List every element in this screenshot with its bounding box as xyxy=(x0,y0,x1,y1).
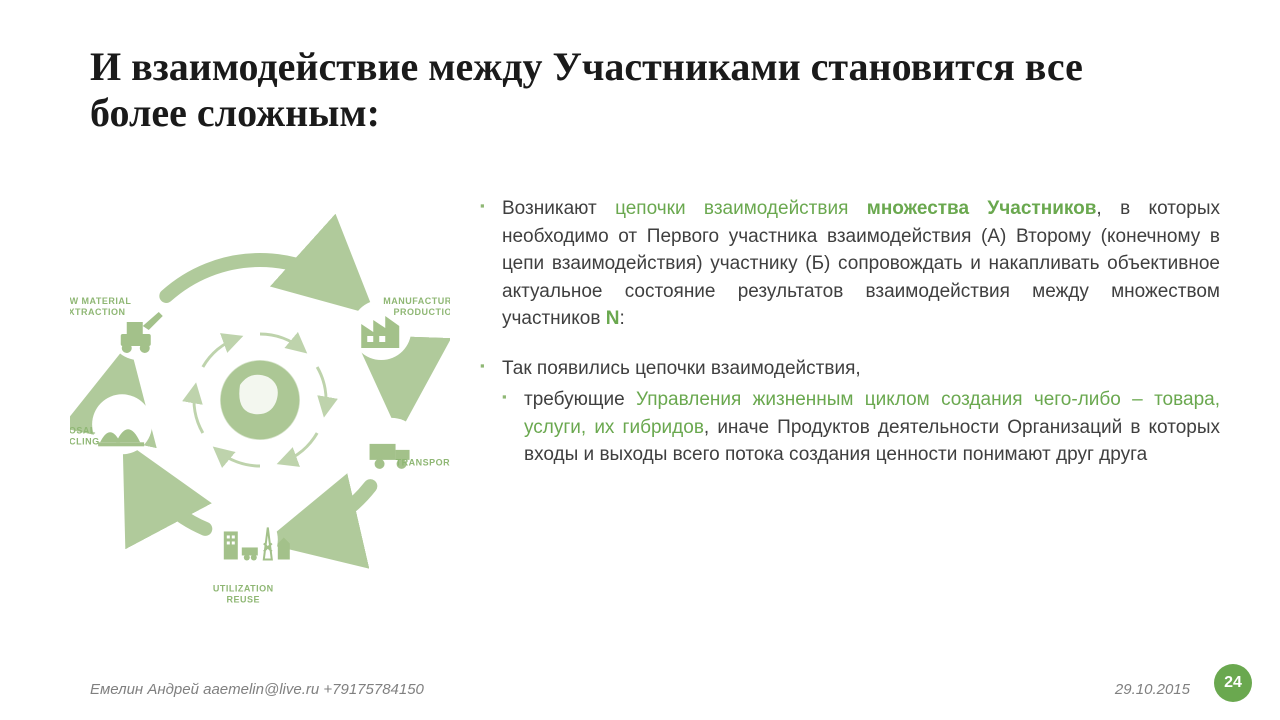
svg-text:RAW MATERIALEXTRACTION: RAW MATERIALEXTRACTION xyxy=(70,296,131,317)
bullet-item: Так появились цепочки взаимодействия,тре… xyxy=(480,355,1220,469)
svg-text:UTILIZATIONREUSE: UTILIZATIONREUSE xyxy=(213,583,274,604)
footer-date: 29.10.2015 xyxy=(1115,681,1190,698)
footer-author: Емелин Андрей aaemelin@live.ru +79175784… xyxy=(90,681,424,698)
slide-title: И взаимодействие между Участниками стано… xyxy=(90,44,1170,136)
page-number-badge: 24 xyxy=(1214,664,1252,702)
content-area: Возникают цепочки взаимодействия множест… xyxy=(480,195,1220,491)
bullet-list: Возникают цепочки взаимодействия множест… xyxy=(480,195,1220,469)
bullet-item: Возникают цепочки взаимодействия множест… xyxy=(480,195,1220,333)
sub-bullet-item: требующие Управления жизненным циклом со… xyxy=(502,386,1220,469)
svg-text:DISPOSALRECYCLING: DISPOSALRECYCLING xyxy=(70,425,100,446)
sub-bullet-list: требующие Управления жизненным циклом со… xyxy=(502,386,1220,469)
svg-text:MANUFACTURINGPRODUCTION: MANUFACTURINGPRODUCTION xyxy=(383,296,450,317)
lifecycle-svg: RAW MATERIALEXTRACTION MANUFACTURINGPRODU… xyxy=(70,180,450,620)
slide: И взаимодействие между Участниками стано… xyxy=(0,0,1280,720)
lifecycle-diagram: RAW MATERIALEXTRACTION MANUFACTURINGPRODU… xyxy=(70,180,450,620)
footer: Емелин Андрей aaemelin@live.ru +79175784… xyxy=(90,681,1190,698)
svg-text:TRANSPORTATION: TRANSPORTATION xyxy=(396,458,450,468)
